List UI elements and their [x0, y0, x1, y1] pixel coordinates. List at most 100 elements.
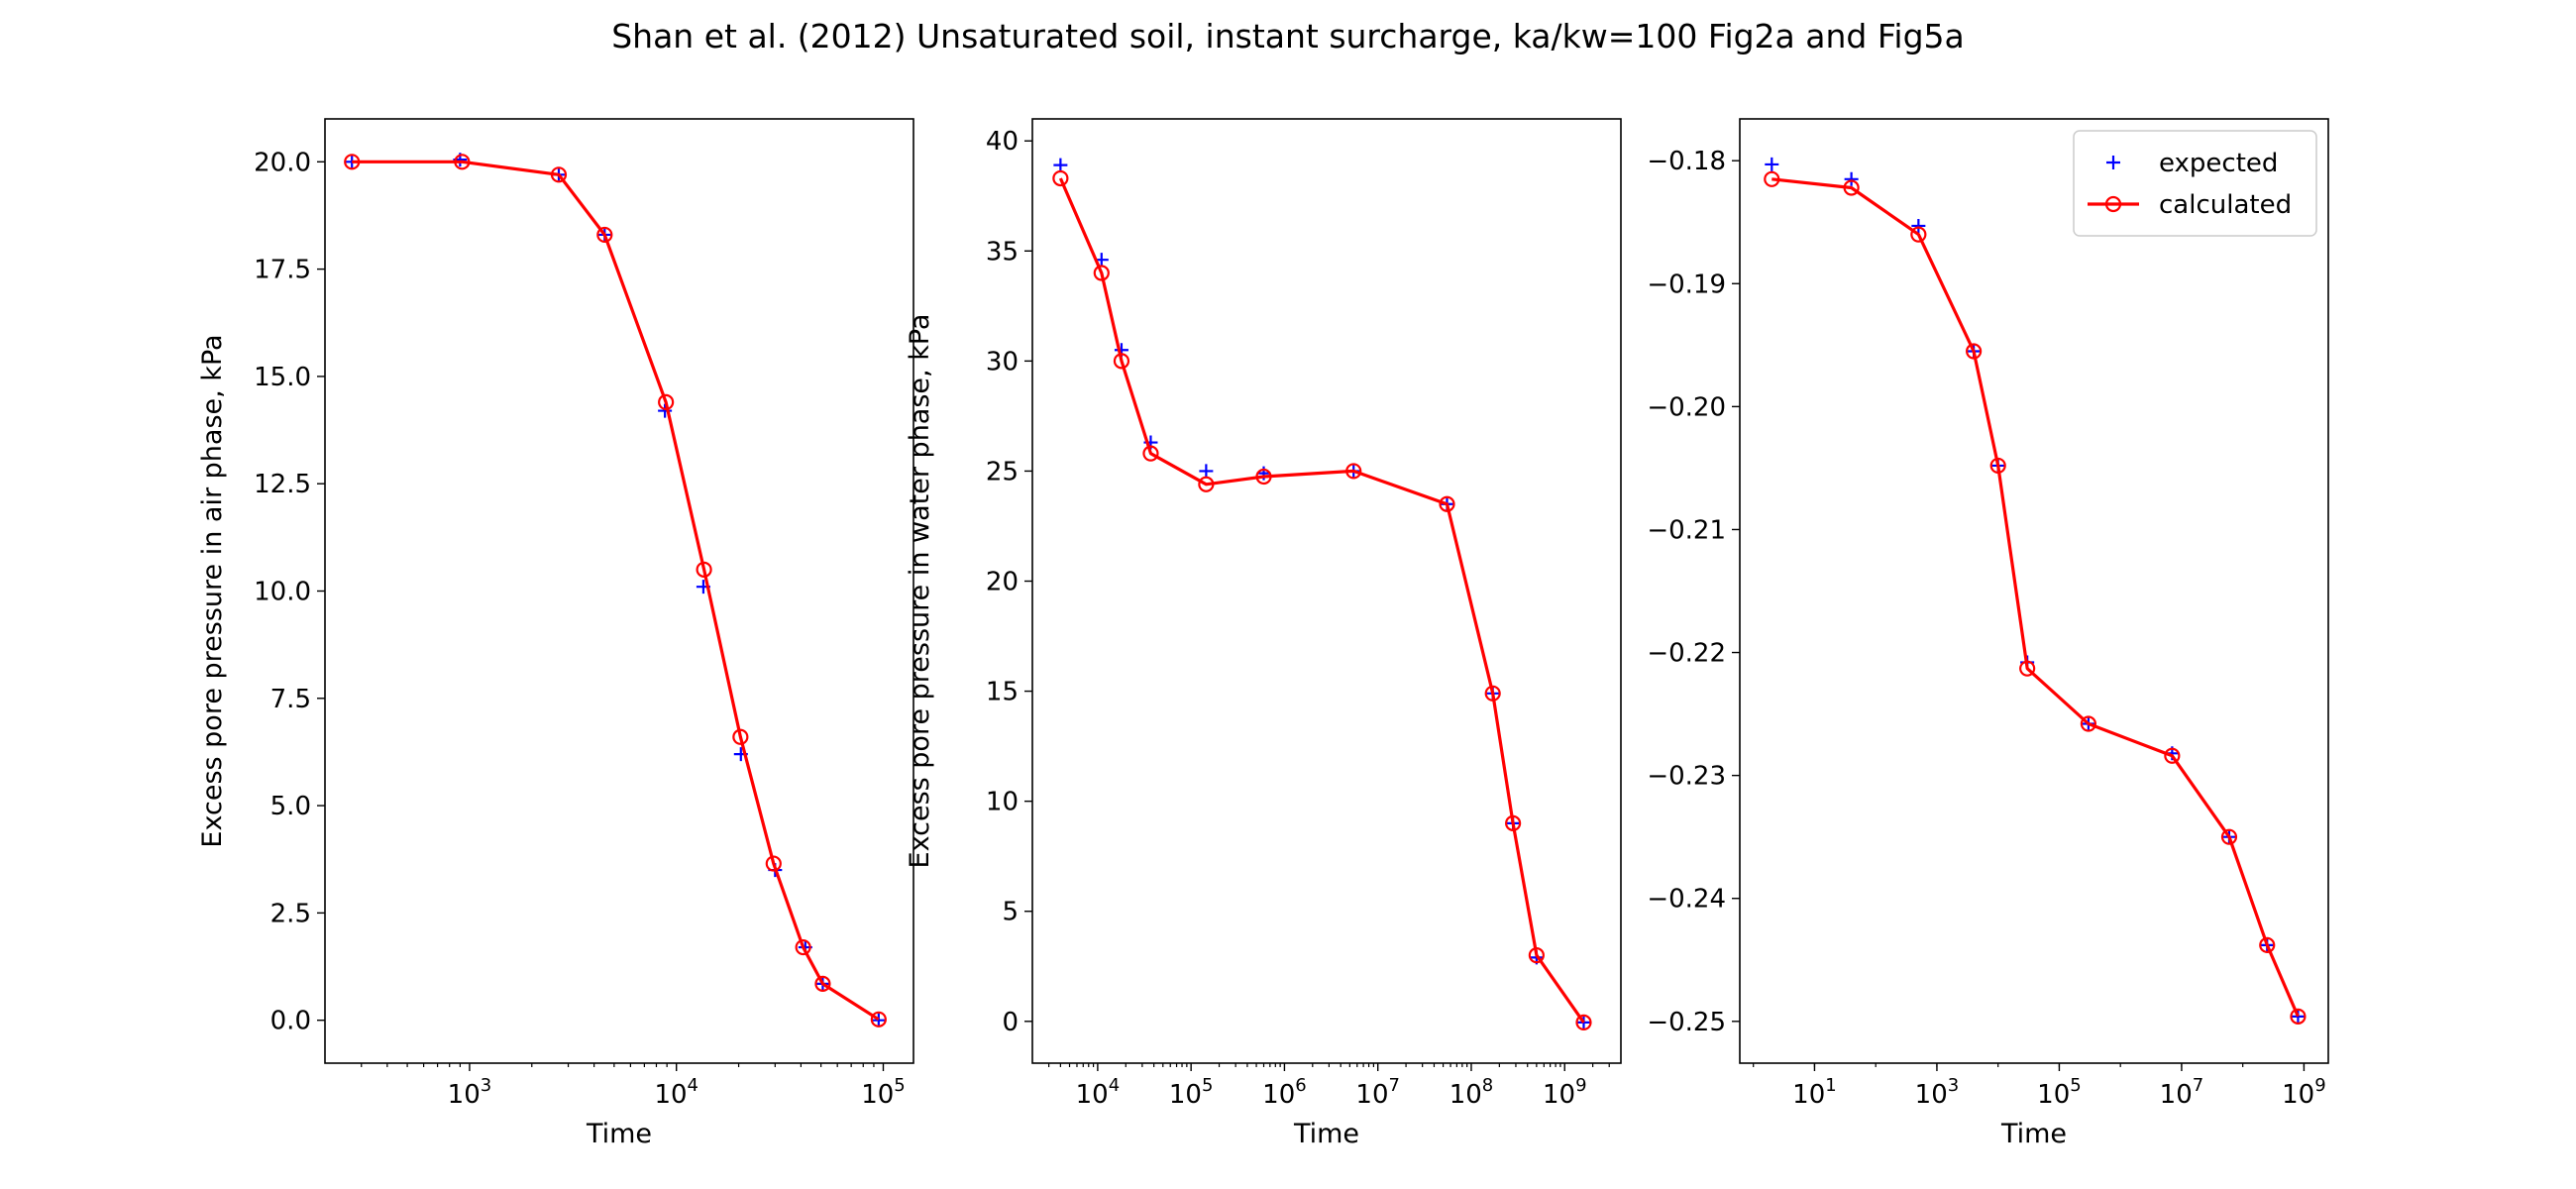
point-expected — [2291, 1009, 2306, 1024]
series-line-calculated — [352, 160, 880, 1022]
y-tick-label: 2.5 — [270, 899, 311, 928]
y-tick-label: −0.23 — [1647, 762, 1726, 792]
point-calculated — [1345, 463, 1362, 480]
point-calculated — [2080, 715, 2096, 732]
point-calculated — [454, 154, 471, 170]
point-calculated — [1966, 343, 1983, 360]
point-expected — [658, 403, 673, 418]
y-tick-label: 30 — [986, 347, 1019, 377]
point-calculated — [1843, 179, 1860, 196]
series-line-calculated — [1771, 177, 2300, 1018]
point-calculated — [2220, 828, 2238, 845]
point-calculated — [765, 855, 782, 872]
x-tick-label: 103 — [1915, 1075, 1960, 1110]
legend-frame — [2073, 130, 2317, 237]
panel-water-phase: 104 105 106 107 108 109 0 5 10 15 20 25 30 35 40 Time Ex… — [905, 118, 1622, 1149]
axes-frame — [1031, 118, 1622, 1064]
legend-swatch-marker — [2104, 195, 2122, 213]
point-calculated — [596, 226, 613, 244]
point-calculated — [1093, 265, 1110, 281]
point-expected — [1053, 158, 1068, 172]
y-tick-label: 20.0 — [254, 148, 311, 177]
legend-label: expected — [2159, 149, 2278, 178]
y-tick-label: −0.20 — [1647, 392, 1726, 422]
y-tick-label: 25 — [986, 457, 1019, 486]
point-calculated — [1484, 685, 1501, 702]
point-calculated — [1439, 495, 1455, 512]
y-tick-label: 5 — [1002, 898, 1019, 927]
x-tick-label: 105 — [1169, 1075, 1214, 1110]
x-tick-label: 106 — [1262, 1075, 1307, 1110]
point-calculated — [2290, 1008, 2307, 1025]
y-tick-label: −0.19 — [1647, 270, 1726, 299]
point-calculated — [1113, 353, 1130, 370]
point-calculated — [696, 561, 712, 578]
y-tick-label: 40 — [986, 127, 1019, 157]
y-axis-label: Excess pore pressure in water phase, kPa — [905, 314, 935, 869]
x-tick-label: 105 — [2037, 1075, 2082, 1110]
point-calculated — [1198, 476, 1215, 492]
point-calculated — [1255, 468, 1272, 486]
y-tick-label: 7.5 — [270, 685, 311, 714]
series-calculated — [1052, 169, 1592, 1031]
y-tick-label: 15 — [986, 678, 1019, 707]
y-tick-label: −0.18 — [1647, 147, 1726, 176]
axes-frame — [1739, 118, 2329, 1064]
y-tick-label: 0 — [1002, 1008, 1019, 1037]
y-tick-label: 0.0 — [270, 1007, 311, 1036]
panel-suction: 101 103 105 107 109 −0.18 −0.19 −0.20 −0.21 −0.22… — [1647, 118, 2329, 1149]
point-calculated — [1575, 1014, 1592, 1031]
point-expected — [1844, 171, 1859, 186]
y-tick-label: −0.25 — [1647, 1008, 1726, 1037]
point-calculated — [1989, 457, 2006, 475]
y-tick-label: 10.0 — [254, 578, 311, 607]
series-calculated — [1764, 170, 2307, 1025]
point-calculated — [658, 393, 675, 410]
x-tick-label: 109 — [2282, 1075, 2326, 1110]
point-calculated — [1505, 814, 1522, 831]
y-tick-label: 10 — [986, 788, 1019, 817]
x-minor-ticks — [361, 1063, 875, 1067]
x-tick-label: 103 — [448, 1075, 492, 1110]
figure-title: Shan et al. (2012) Unsaturated soil, ins… — [611, 17, 1965, 55]
x-tick-label: 101 — [1792, 1075, 1837, 1110]
point-calculated — [795, 938, 811, 956]
x-tick-label: 109 — [1543, 1075, 1587, 1110]
x-axis-label: Time — [2000, 1119, 2067, 1149]
y-tick-label: 17.5 — [254, 256, 311, 285]
point-expected — [1911, 218, 1926, 233]
x-tick-label: 108 — [1449, 1075, 1494, 1110]
point-calculated — [550, 166, 568, 183]
y-tick-label: 12.5 — [254, 470, 311, 499]
y-tick-label: −0.24 — [1647, 885, 1726, 915]
point-calculated — [870, 1011, 887, 1027]
x-tick-label: 107 — [2160, 1075, 2204, 1110]
point-calculated — [1528, 947, 1545, 964]
x-tick-label: 107 — [1355, 1075, 1400, 1110]
point-calculated — [2019, 660, 2036, 677]
series-expected — [345, 153, 886, 1027]
y-tick-label: 5.0 — [270, 792, 311, 821]
legend: expected calculated — [2073, 130, 2317, 237]
legend-label: calculated — [2159, 190, 2292, 220]
x-tick-label: 105 — [861, 1075, 906, 1110]
series-calculated — [344, 154, 887, 1027]
point-calculated — [1910, 226, 1927, 243]
point-expected — [1765, 157, 1779, 171]
point-calculated — [2164, 747, 2181, 764]
y-tick-label: 20 — [986, 568, 1019, 597]
point-calculated — [1142, 445, 1159, 462]
y-tick-label: −0.21 — [1647, 515, 1726, 545]
point-calculated — [1052, 169, 1069, 187]
y-tick-label: 15.0 — [254, 363, 311, 392]
series-line-calculated — [1058, 177, 1585, 1024]
y-tick-label: 35 — [986, 237, 1019, 267]
legend-swatch-marker — [2106, 156, 2120, 169]
point-calculated — [814, 975, 831, 992]
point-expected — [1199, 464, 1214, 479]
panel-air-phase: 103 104 105 0.0 2.5 5.0 7.5 10.0 12.5 15.0 17.5 20.… — [197, 118, 914, 1149]
point-calculated — [732, 728, 749, 745]
point-calculated — [2259, 936, 2276, 953]
y-tick-label: −0.22 — [1647, 639, 1726, 669]
x-tick-label: 104 — [1076, 1075, 1121, 1110]
